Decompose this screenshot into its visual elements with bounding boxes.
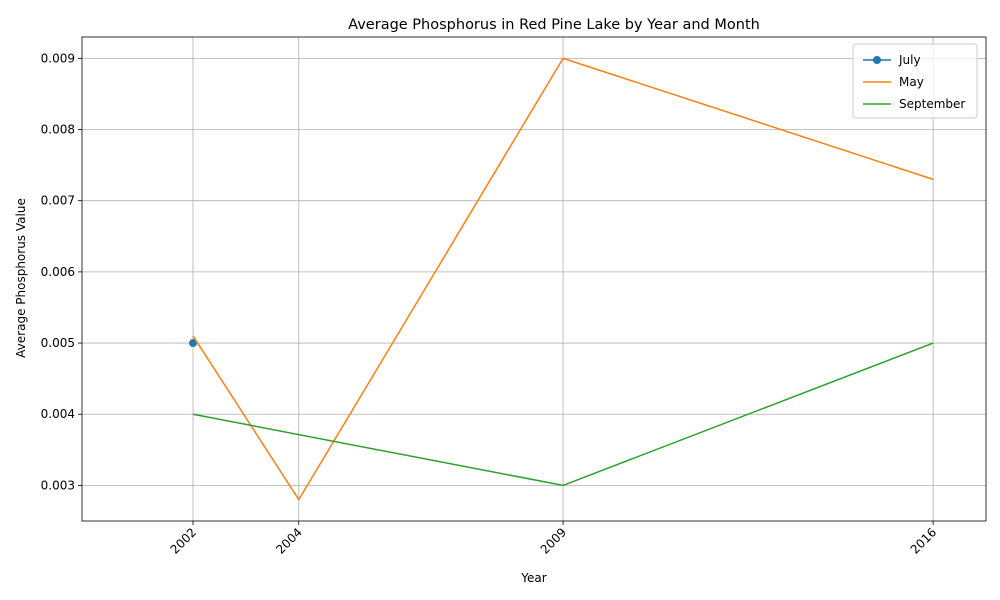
y-tick-label: 0.009 (41, 51, 75, 65)
chart-title: Average Phosphorus in Red Pine Lake by Y… (348, 17, 760, 33)
y-tick-label: 0.005 (41, 336, 75, 350)
y-tick-label: 0.008 (41, 123, 75, 137)
plot-frame (81, 36, 987, 522)
y-axis-title: Average Phosphorus Value (14, 198, 28, 358)
legend-box (852, 43, 978, 119)
x-axis-title: Year (520, 571, 546, 585)
data-point-july (189, 339, 198, 348)
legend-label-july: July (898, 53, 921, 67)
y-tick-label: 0.006 (41, 265, 75, 279)
legend-label-may: May (899, 75, 924, 89)
series-line-september (192, 342, 934, 487)
series-layer (189, 57, 934, 501)
legend-label-september: September (899, 97, 965, 111)
y-tick-label: 0.007 (41, 194, 75, 208)
legend: July May September (852, 43, 978, 119)
y-tick-label: 0.003 (41, 478, 75, 492)
series-line-may (192, 57, 934, 501)
y-tick-label: 0.004 (41, 407, 75, 421)
grid-layer (82, 37, 986, 521)
legend-marker-july (873, 56, 881, 64)
